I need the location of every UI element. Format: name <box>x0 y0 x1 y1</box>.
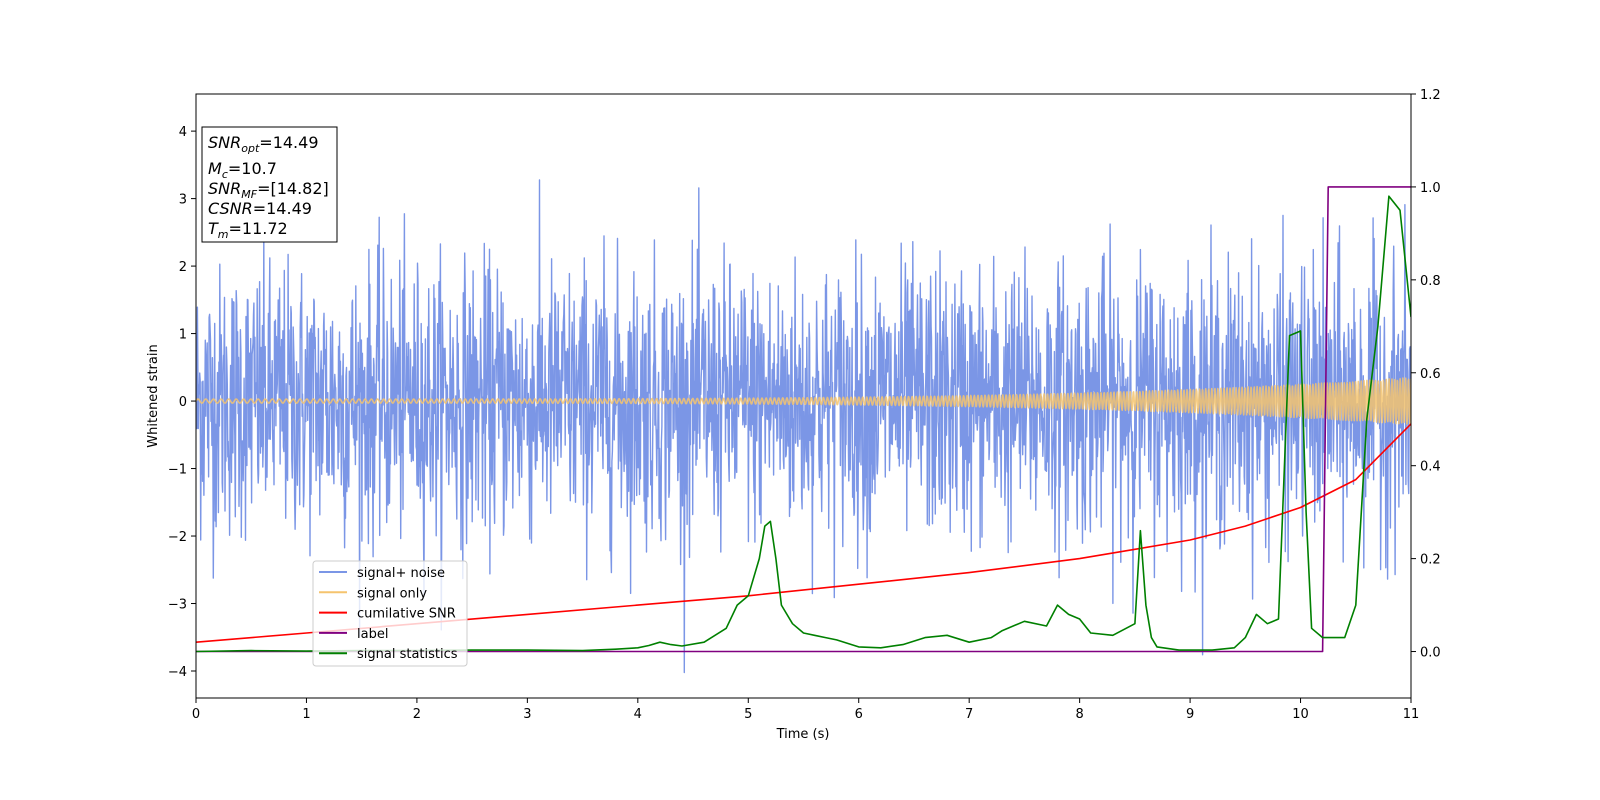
y-tick-label-right: 0.2 <box>1420 553 1441 568</box>
y-tick-label-left: −2 <box>168 530 187 545</box>
annotation-box: SNRopt=14.49 Mc=10.7SNRMF=[14.82]CSNR=14.… <box>201 126 338 243</box>
legend-entry: signal only <box>357 586 427 601</box>
x-tick-label: 3 <box>523 707 531 722</box>
y-tick-label-left: 3 <box>179 193 187 208</box>
y-tick-label-right: 1.2 <box>1420 88 1441 103</box>
legend-entry: label <box>357 627 388 642</box>
legend-entry: signal+ noise <box>357 566 445 581</box>
series-line-signal-noise <box>196 179 1411 674</box>
y-tick-label-right: 0.4 <box>1420 460 1441 475</box>
legend-entry: signal statistics <box>357 647 458 662</box>
x-tick-label: 4 <box>634 707 642 722</box>
x-tick-label: 0 <box>192 707 200 722</box>
y-tick-label-right: 0.0 <box>1420 646 1441 661</box>
x-tick-label: 6 <box>855 707 863 722</box>
y-axis-label: Whitened strain <box>146 344 161 447</box>
x-tick-label: 1 <box>302 707 310 722</box>
annotation-line: Tm=11.72 <box>208 219 288 241</box>
x-axis-label: Time (s) <box>776 727 830 742</box>
x-tick-label: 7 <box>965 707 973 722</box>
series-line-label <box>196 186 1411 653</box>
legend-entry: cumilative SNR <box>357 607 456 622</box>
annotation-line: Mc=10.7 <box>208 159 277 181</box>
y-tick-label-right: 1.0 <box>1420 181 1441 196</box>
x-tick-label: 8 <box>1075 707 1083 722</box>
axes-frame <box>195 93 1412 699</box>
y-tick-label-left: 1 <box>179 328 187 343</box>
x-tick-label: 10 <box>1292 707 1309 722</box>
y-tick-label-left: 0 <box>179 395 187 410</box>
y-tick-label-right: 0.8 <box>1420 274 1441 289</box>
y-ticks-left: −4 −3 −2 −1 0 1 2 3 4 <box>168 125 196 680</box>
series-line-signal-statistics <box>196 195 1411 653</box>
x-tick-label: 5 <box>744 707 752 722</box>
annotation-line: CSNR=14.49 <box>208 199 312 218</box>
y-ticks-right: 0.0 0.2 0.4 0.6 0.8 1.0 1.2 <box>1411 88 1441 661</box>
x-ticks: 0 1 2 3 4 5 6 7 8 9 10 11 <box>192 698 1419 722</box>
annotation-line: SNRopt=14.49 <box>208 133 319 155</box>
series-line-signal-only <box>196 377 1411 426</box>
y-tick-label-left: −4 <box>168 665 187 680</box>
annotation-line: SNRMF=[14.82] <box>208 179 329 201</box>
y-tick-label-left: −3 <box>168 598 187 613</box>
y-tick-label-left: 4 <box>179 125 187 140</box>
legend: signal+ noise signal only cumilative SNR la… <box>312 560 468 667</box>
y-tick-label-right: 0.6 <box>1420 367 1441 382</box>
x-tick-label: 9 <box>1186 707 1194 722</box>
y-tick-label-left: −1 <box>168 463 187 478</box>
x-tick-label: 2 <box>413 707 421 722</box>
x-tick-label: 11 <box>1403 707 1420 722</box>
y-tick-label-left: 2 <box>179 260 187 275</box>
